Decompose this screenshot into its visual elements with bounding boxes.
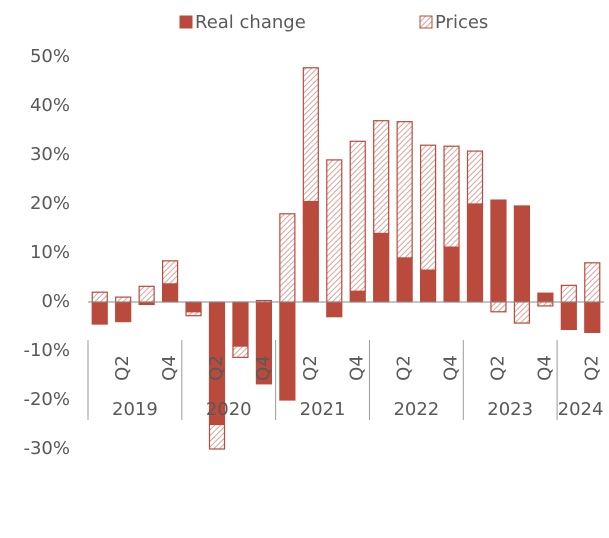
- bar: [208, 423, 226, 450]
- bar: [161, 283, 179, 303]
- x-tick-label: Q2: [487, 355, 508, 381]
- bar: [185, 301, 202, 313]
- legend-swatch: [179, 15, 193, 29]
- y-tick-label: 30%: [30, 144, 70, 165]
- year-label: 2024: [558, 399, 604, 420]
- bar: [537, 301, 554, 307]
- bar: [443, 145, 460, 248]
- bar: [349, 140, 366, 292]
- bar: [91, 291, 108, 303]
- y-tick-label: 0%: [41, 291, 70, 312]
- bar: [490, 301, 507, 313]
- y-tick-label: -30%: [23, 438, 70, 459]
- bar: [232, 301, 249, 347]
- x-tick-label: Q2: [394, 355, 415, 381]
- bar: [584, 301, 601, 333]
- bar: [326, 301, 343, 318]
- year-label: 2020: [206, 399, 252, 420]
- bar: [396, 121, 413, 259]
- bar: [560, 301, 577, 331]
- x-tick-label: Q4: [253, 355, 274, 381]
- y-tick-label: 50%: [30, 46, 70, 67]
- bar: [349, 290, 366, 303]
- bar: [560, 284, 577, 303]
- y-tick-label: -20%: [23, 389, 70, 410]
- bar: [115, 301, 132, 323]
- legend-swatch: [419, 15, 433, 29]
- bar: [396, 257, 413, 303]
- y-tick-label: 10%: [30, 242, 70, 263]
- bar: [302, 67, 319, 203]
- legend-label: Real change: [195, 12, 306, 33]
- x-tick-label: Q2: [581, 355, 602, 381]
- y-tick-label: 40%: [30, 95, 70, 116]
- bar: [419, 269, 437, 303]
- bar: [513, 301, 531, 324]
- x-tick-label: Q4: [534, 355, 555, 381]
- x-tick-label: Q2: [112, 355, 133, 381]
- bar: [232, 345, 249, 358]
- y-tick-label: 20%: [30, 193, 70, 214]
- y-tick-label: -10%: [23, 340, 70, 361]
- bar: [373, 232, 390, 303]
- bar: [584, 262, 601, 303]
- x-tick-label: Q4: [347, 355, 368, 381]
- year-label: 2019: [112, 399, 158, 420]
- bar: [138, 285, 155, 303]
- x-tick-label: Q4: [441, 355, 462, 381]
- bar: [279, 301, 296, 401]
- bar: [466, 203, 484, 303]
- bar: [373, 120, 390, 234]
- bar: [443, 246, 460, 303]
- bar: [302, 200, 319, 303]
- bar: [466, 150, 484, 205]
- bar: [419, 144, 437, 271]
- bar: [185, 311, 202, 317]
- bar: [115, 296, 132, 303]
- bar: [326, 159, 343, 303]
- year-label: 2023: [487, 399, 533, 420]
- x-tick-label: Q4: [159, 355, 180, 381]
- bar: [161, 260, 179, 285]
- bar: [537, 292, 554, 303]
- bar: [279, 213, 296, 303]
- bar: [513, 205, 531, 303]
- year-label: 2021: [300, 399, 346, 420]
- x-tick-label: Q2: [300, 355, 321, 381]
- x-tick-label: Q2: [206, 355, 227, 381]
- bar: [490, 199, 507, 303]
- bar: [91, 301, 108, 325]
- legend-label: Prices: [435, 12, 488, 33]
- year-label: 2022: [393, 399, 439, 420]
